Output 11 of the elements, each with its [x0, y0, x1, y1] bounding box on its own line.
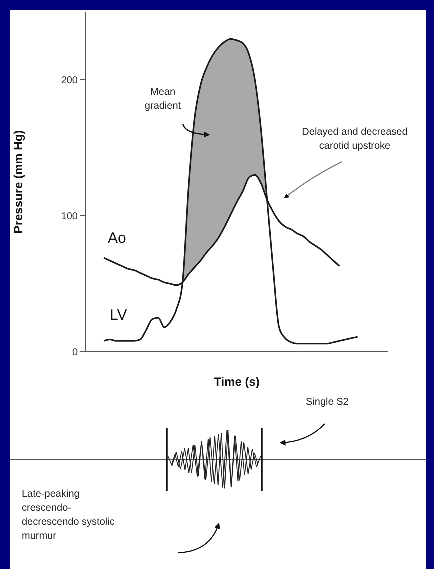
series-label: LV	[110, 307, 128, 324]
text: Single S2	[306, 396, 349, 410]
x-axis-title: Time (s)	[214, 375, 260, 389]
annotation: Mean gradient	[144, 86, 182, 114]
y-tick-label: 100	[61, 212, 78, 223]
y-tick-label: 200	[61, 76, 78, 87]
annotation: Delayed and decreased carotid upstroke	[301, 126, 409, 154]
y-tick-label: 0	[72, 348, 78, 359]
y-axis-title: Pressure (mm Hg)	[11, 130, 26, 234]
text: Late-peaking crescendo-decrescendo systolic murmur	[22, 488, 116, 544]
series-label: Ao	[108, 230, 126, 247]
